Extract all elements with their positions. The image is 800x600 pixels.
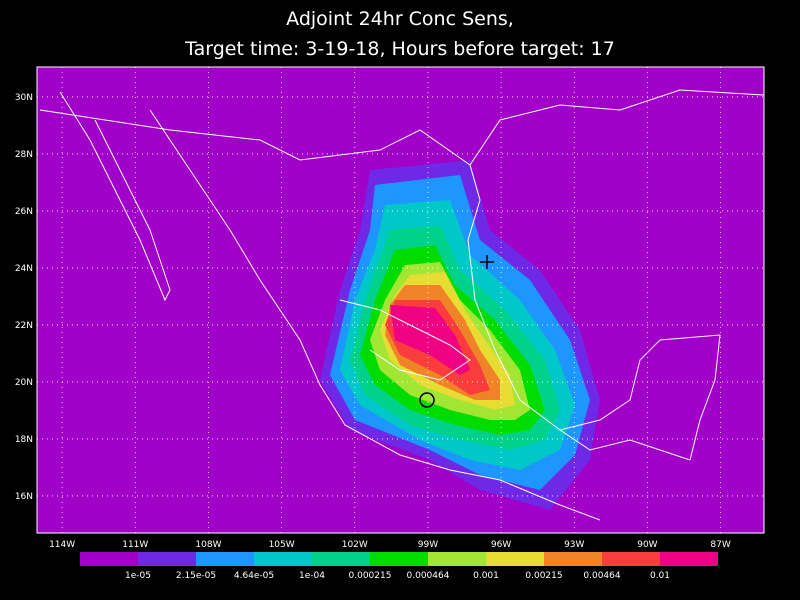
- colorbar-label: 0.001: [473, 571, 499, 581]
- lat-tick-label: 28N: [15, 150, 33, 160]
- lat-tick-label: 24N: [15, 264, 33, 274]
- title-line: Adjoint 24hr Conc Sens,: [286, 8, 514, 30]
- lon-tick-label: 108W: [195, 540, 221, 550]
- lon-tick-label: 87W: [710, 540, 730, 550]
- colorbar-swatch: [254, 552, 312, 566]
- lon-tick-label: 90W: [637, 540, 657, 550]
- colorbar-swatch: [370, 552, 428, 566]
- coastline: [39, 109, 471, 166]
- colorbar-label: 1e-04: [299, 571, 325, 581]
- map-frame: [36, 66, 765, 534]
- colorbar-swatch: [428, 552, 486, 566]
- title-line: Target time: 3-19-18, Hours before targe…: [184, 38, 615, 60]
- coastline: [469, 89, 765, 166]
- lon-tick-label: 93W: [564, 540, 584, 550]
- coastline: [559, 429, 691, 461]
- colorbar-label: 0.000215: [349, 571, 392, 581]
- lat-tick-label: 16N: [15, 492, 33, 502]
- colorbar-label: 0.000464: [407, 571, 450, 581]
- lat-tick-label: 26N: [15, 207, 33, 217]
- coastline: [339, 299, 471, 381]
- lat-tick-label: 20N: [15, 378, 33, 388]
- colorbar-label: 0.00464: [583, 571, 620, 581]
- coastline: [59, 91, 171, 302]
- colorbar-swatch: [544, 552, 602, 566]
- lon-tick-label: 99W: [418, 540, 438, 550]
- colorbar-label: 4.64e-05: [234, 571, 274, 581]
- lat-tick-label: 30N: [15, 93, 33, 103]
- lat-tick-label: 22N: [15, 321, 33, 331]
- coastline: [467, 164, 721, 461]
- colorbar-swatch: [660, 552, 718, 566]
- lon-tick-label: 96W: [491, 540, 511, 550]
- colorbar-swatch: [602, 552, 660, 566]
- markers: [419, 255, 494, 408]
- colorbar-swatch: [312, 552, 370, 566]
- colorbar-label: 0.01: [650, 571, 670, 581]
- lon-tick-label: 111W: [122, 540, 148, 550]
- colorbar-label: 1e-05: [125, 571, 151, 581]
- grid: [37, 67, 764, 533]
- contours: [320, 160, 600, 510]
- colorbar: 1e-05 2.15e-05 4.64e-05 1e-04 0.000215 0.0004…: [80, 552, 718, 581]
- colorbar-label: 0.00215: [525, 571, 562, 581]
- source-marker: [419, 392, 435, 408]
- axis-labels: 114W 111W 108W 105W 102W 99W 96W 93W 90W 87W 16N 18…: [15, 93, 731, 550]
- contour: [390, 305, 470, 375]
- lon-tick-label: 114W: [49, 540, 75, 550]
- colorbar-swatch: [138, 552, 196, 566]
- colorbar-swatch: [196, 552, 254, 566]
- coastlines: [39, 89, 765, 521]
- lat-tick-label: 18N: [15, 435, 33, 445]
- colorbar-label: 2.15e-05: [176, 571, 216, 581]
- lon-tick-label: 105W: [269, 540, 295, 550]
- colorbar-swatch: [80, 552, 138, 566]
- coastline: [149, 109, 601, 521]
- colorbar-swatch: [486, 552, 544, 566]
- lon-tick-label: 102W: [342, 540, 368, 550]
